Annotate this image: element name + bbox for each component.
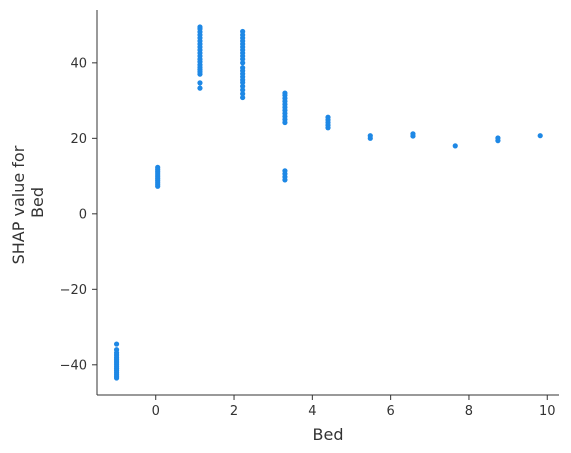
data-point-57: [240, 60, 246, 66]
data-point-15: [113, 375, 120, 381]
data-point-50: [240, 83, 246, 89]
y-axis-label: SHAP value for Bed: [9, 141, 47, 265]
x-axis-ticks: 0 2 4 6 8 10: [152, 395, 556, 419]
x-tick-label-10: 10: [539, 404, 556, 419]
data-point-28: [197, 80, 203, 86]
data-point-47: [240, 94, 246, 101]
data-point-82: [282, 90, 288, 96]
data-point-0: [113, 341, 120, 347]
x-tick-label-2: 2: [230, 404, 238, 419]
y-axis-label-line-1: SHAP value for: [9, 145, 28, 264]
data-point-67: [240, 28, 246, 35]
data-point-91: [410, 131, 416, 137]
x-axis-label: Bed: [313, 425, 344, 444]
scatter-points: [113, 24, 543, 381]
x-tick-label-6: 6: [387, 404, 395, 419]
y-axis-label-line-2: Bed: [28, 187, 47, 218]
data-point-71: [282, 168, 288, 174]
data-point-92: [452, 143, 458, 149]
data-point-48: [240, 91, 246, 97]
data-point-46: [197, 24, 203, 30]
y-tick-label-0: 0: [79, 207, 87, 222]
data-point-89: [367, 133, 373, 139]
data-point-94: [495, 135, 501, 141]
y-tick-label--20: −20: [60, 283, 87, 298]
data-point-95: [537, 133, 543, 139]
x-tick-label-0: 0: [152, 404, 160, 419]
x-tick-label-8: 8: [465, 404, 473, 419]
data-point-49: [240, 87, 246, 93]
data-point-27: [197, 85, 203, 91]
data-point-26: [155, 164, 161, 170]
y-tick-label-20: 20: [70, 132, 87, 147]
y-tick-label-40: 40: [70, 56, 87, 71]
y-axis-ticks: −40 −20 0 20 40: [60, 56, 97, 373]
data-point-87: [325, 114, 331, 120]
y-tick-label--40: −40: [60, 358, 87, 373]
x-tick-label-4: 4: [308, 404, 316, 419]
data-point-56: [240, 65, 246, 71]
